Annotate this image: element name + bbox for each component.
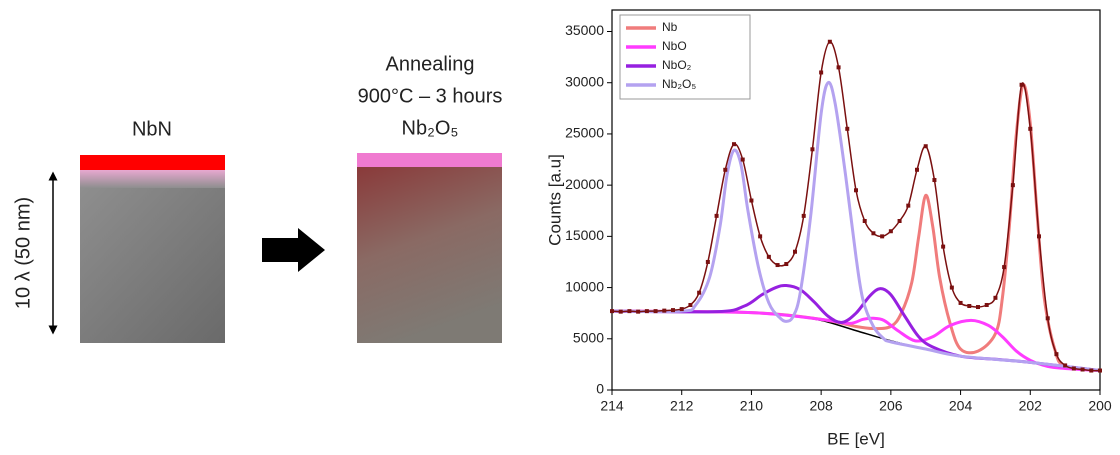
data-point <box>775 263 780 268</box>
data-point <box>949 285 954 290</box>
x-tick-label: 214 <box>600 398 624 414</box>
data-point <box>1063 363 1068 368</box>
x-tick-label: 210 <box>740 398 764 414</box>
interface-layer <box>80 170 225 188</box>
data-point <box>705 259 710 264</box>
data-point <box>810 147 815 152</box>
data-point <box>679 307 684 312</box>
data-point <box>993 295 998 300</box>
data-point <box>976 305 980 310</box>
data-point <box>653 309 658 314</box>
x-tick-label: 208 <box>809 398 833 414</box>
data-point <box>915 167 919 172</box>
data-point <box>610 309 614 314</box>
diagram: NbN 10 λ (50 nm) Annealing 900°C – 3 hou… <box>12 53 502 343</box>
y-tick-label: 0 <box>596 381 604 397</box>
data-point <box>932 178 937 183</box>
x-tick-label: 202 <box>1019 398 1043 414</box>
y-tick-label: 25000 <box>565 125 604 141</box>
y-tick-label: 20000 <box>565 176 604 192</box>
data-point <box>662 308 667 313</box>
data-point <box>1010 183 1015 188</box>
data-point <box>967 304 972 309</box>
data-point <box>897 218 902 223</box>
x-tick-label: 200 <box>1088 398 1112 414</box>
right-title: 900°C – 3 hours <box>358 85 503 107</box>
data-point <box>618 309 623 314</box>
data-point <box>923 144 928 149</box>
data-point <box>1089 368 1094 373</box>
x-tick-label: 206 <box>879 398 903 414</box>
data-point <box>793 249 797 254</box>
data-point <box>636 309 641 314</box>
x-tick-label: 212 <box>670 398 694 414</box>
data-point <box>688 302 693 307</box>
x-tick-label: 204 <box>949 398 973 414</box>
data-point <box>801 213 806 218</box>
data-point <box>749 198 754 203</box>
data-point <box>836 65 841 70</box>
data-point <box>1098 368 1102 373</box>
y-tick-label: 35000 <box>565 22 604 38</box>
series-line <box>611 83 1101 373</box>
left-label: NbN <box>132 118 172 140</box>
data-point <box>1080 367 1085 372</box>
annealed-block <box>357 167 502 343</box>
data-point <box>1019 82 1024 87</box>
data-point <box>1028 126 1033 131</box>
oxide-layer <box>357 153 502 167</box>
chart: Counts [a.u] BE [eV] 0 5000 10000 15000 2000… <box>545 9 1112 448</box>
data-point <box>697 290 702 295</box>
data-point <box>732 142 736 147</box>
x-axis-label: BE [eV] <box>827 429 885 448</box>
y-axis-label: Counts [a.u] <box>545 154 564 246</box>
y-tick-label: 15000 <box>565 227 604 243</box>
y-tick-label: 10000 <box>565 278 604 294</box>
data-point <box>1045 316 1050 321</box>
data-point <box>1054 352 1059 357</box>
top-layer <box>80 155 225 170</box>
process-arrow <box>262 228 325 272</box>
plot-frame <box>611 9 1101 391</box>
data-point <box>1071 366 1076 371</box>
data-point <box>827 39 832 44</box>
data-point <box>888 229 893 234</box>
data-point <box>740 157 745 162</box>
data-point <box>819 70 824 75</box>
film-block <box>80 188 225 343</box>
data-point <box>871 231 876 236</box>
legend-label: NbO <box>662 39 687 53</box>
data-point <box>766 254 771 259</box>
right-title: Annealing <box>386 53 475 75</box>
legend-label: NbO₂ <box>662 58 692 72</box>
data-point <box>723 167 728 172</box>
series-line <box>611 80 1101 373</box>
y-tick-label: 30000 <box>565 73 604 89</box>
right-label: Nb₂O₅ <box>402 117 459 139</box>
data-point <box>671 308 675 313</box>
data-point <box>862 218 867 223</box>
data-point <box>758 234 763 239</box>
data-point <box>714 213 719 218</box>
data-point <box>845 126 850 131</box>
data-point <box>1002 265 1007 270</box>
data-point <box>906 203 911 208</box>
y-tick-label: 5000 <box>573 329 604 345</box>
data-point <box>784 262 789 267</box>
legend-label: Nb₂O₅ <box>662 77 696 91</box>
thickness-label: 10 λ (50 nm) <box>12 197 34 309</box>
data-point <box>644 309 649 314</box>
data-point <box>627 309 632 314</box>
data-point <box>880 234 885 239</box>
data-point <box>1037 234 1041 239</box>
data-point <box>958 300 963 305</box>
data-point <box>941 244 946 249</box>
legend-label: Nb <box>662 20 678 34</box>
data-point <box>984 302 989 307</box>
data-point <box>854 188 858 193</box>
